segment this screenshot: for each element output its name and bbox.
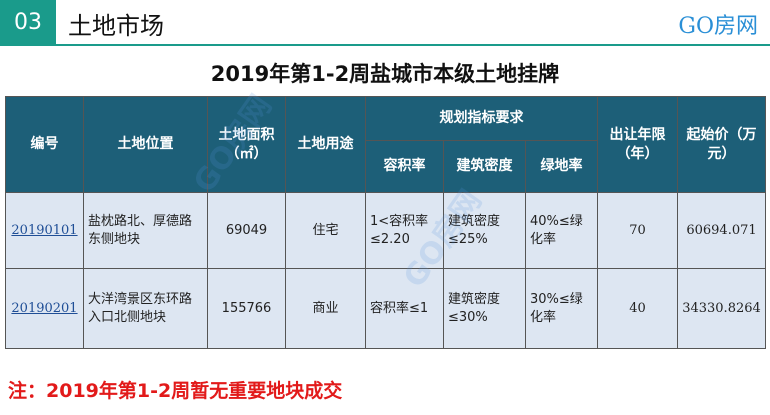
table-row: 20190101 盐枕路北、厚德路东侧地块 69049 住宅 1<容积率≤2.2… xyxy=(5,192,766,269)
land-location: 大洋湾景区东环路入口北侧地块 xyxy=(83,268,208,349)
building-density: 建筑密度≤25% xyxy=(443,192,526,269)
land-code[interactable]: 20190201 xyxy=(11,300,78,316)
land-code-link[interactable]: 20190101 xyxy=(5,192,84,269)
land-usage: 住宅 xyxy=(285,192,366,269)
plot-ratio: 容积率≤1 xyxy=(365,268,444,349)
land-usage: 商业 xyxy=(285,268,366,349)
lease-term: 70 xyxy=(597,192,678,269)
header-location: 土地位置 xyxy=(83,96,208,193)
land-location: 盐枕路北、厚德路东侧地块 xyxy=(83,192,208,269)
lease-term: 40 xyxy=(597,268,678,349)
table-row: 20190201 大洋湾景区东环路入口北侧地块 155766 商业 容积率≤1 … xyxy=(5,268,766,349)
building-density: 建筑密度≤30% xyxy=(443,268,526,349)
page-title: 2019年第1-2周盐城市本级土地挂牌 xyxy=(210,62,560,86)
footnote: 注：2019年第1-2周暂无重要地块成交 xyxy=(8,380,343,402)
header-area: 土地面积（㎡） xyxy=(207,96,286,193)
section-number-badge: 03 xyxy=(0,0,56,44)
header-price: 起始价（万元） xyxy=(677,96,766,193)
starting-price: 34330.8264 xyxy=(677,268,766,349)
starting-price: 60694.071 xyxy=(677,192,766,269)
brand-logo: GO房网 xyxy=(678,14,758,39)
header-code: 编号 xyxy=(5,96,84,193)
header-density: 建筑密度 xyxy=(443,140,526,193)
land-code[interactable]: 20190101 xyxy=(11,222,78,238)
header-usage: 土地用途 xyxy=(285,96,366,193)
plot-ratio: 1<容积率≤2.20 xyxy=(365,192,444,269)
header-term: 出让年限（年） xyxy=(597,96,678,193)
header-divider xyxy=(0,44,770,46)
land-area: 69049 xyxy=(207,192,286,269)
land-listing-table: 编号 土地位置 土地面积（㎡） 土地用途 规划指标要求 出让年限（年） 起始价（… xyxy=(5,96,766,349)
land-area: 155766 xyxy=(207,268,286,349)
header-planning: 规划指标要求 xyxy=(365,96,598,141)
header-plot-ratio: 容积率 xyxy=(365,140,444,193)
section-title: 土地市场 xyxy=(68,12,164,40)
land-code-link[interactable]: 20190201 xyxy=(5,268,84,349)
header-green-rate: 绿地率 xyxy=(525,140,598,193)
green-rate: 30%≤绿化率 xyxy=(525,268,598,349)
green-rate: 40%≤绿化率 xyxy=(525,192,598,269)
